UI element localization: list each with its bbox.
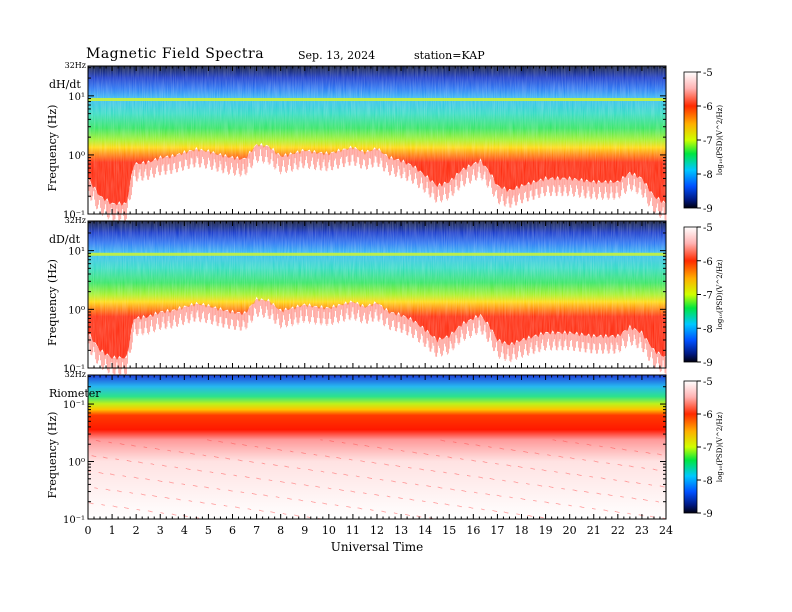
colorbar-label: log₁₀(PSD)(V^2/Hz) (716, 105, 724, 175)
colorbar-tick-label: -6 (703, 410, 713, 421)
x-tick-label: 11 (346, 524, 360, 537)
x-tick-label: 23 (635, 524, 649, 537)
station-label: station=KAP (414, 49, 485, 62)
x-tick-label: 13 (394, 524, 408, 537)
spectral-line (88, 98, 666, 102)
x-tick-label: 12 (370, 524, 384, 537)
chart-date: Sep. 13, 2024 (298, 49, 376, 62)
y-tick-label: 10⁻¹ (63, 515, 85, 526)
colorbar-tick-label: -5 (703, 223, 713, 234)
colorbar (683, 226, 698, 363)
y-tick-label: 10⁰ (68, 151, 85, 162)
spectral-line (88, 252, 666, 256)
y-tick-label: 10¹ (68, 92, 85, 103)
y-tick-label: 10⁻¹ (63, 400, 85, 411)
x-tick-label: 6 (229, 524, 236, 537)
colorbar-tick-label: -5 (703, 68, 713, 79)
x-tick-label: 1 (109, 524, 116, 537)
x-tick-label: 21 (587, 524, 601, 537)
colorbar-tick-label: -9 (703, 509, 713, 520)
colorbar-tick-label: -7 (703, 443, 713, 454)
y-axis-label: Frequency (Hz) (46, 105, 59, 192)
y-tick-label: 10⁻¹ (63, 364, 85, 375)
y-tick-label: 10⁰ (68, 458, 85, 469)
colorbar-label: log₁₀(PSD)(V^2/Hz) (716, 412, 724, 482)
x-tick-label: 22 (611, 524, 625, 537)
chart-title: Magnetic Field Spectra (86, 46, 265, 62)
colorbar-tick-label: -5 (703, 377, 713, 388)
x-tick-label: 16 (466, 524, 480, 537)
colorbar-tick-label: -7 (703, 136, 713, 147)
top-frequency-label: 32Hz (65, 370, 86, 379)
colorbar-tick-label: -9 (703, 358, 713, 369)
colorbar (683, 380, 698, 514)
x-tick-label: 9 (301, 524, 308, 537)
colorbar-tick-label: -6 (703, 102, 713, 113)
panel-label: Riometer (49, 387, 101, 400)
colorbar-tick-label: -8 (703, 476, 713, 487)
panel-label: dD/dt (49, 233, 81, 246)
x-tick-label: 8 (277, 524, 284, 537)
x-tick-label: 20 (563, 524, 577, 537)
colorbar-tick-label: -8 (703, 170, 713, 181)
spectrogram-power (88, 375, 666, 519)
x-tick-label: 5 (205, 524, 212, 537)
x-tick-label: 2 (133, 524, 140, 537)
y-axis-label: Frequency (Hz) (46, 259, 59, 346)
panel-label: dH/dt (49, 78, 81, 91)
colorbar (683, 71, 698, 209)
y-tick-label: 10¹ (68, 247, 85, 258)
x-tick-label: 3 (157, 524, 164, 537)
x-tick-label: 17 (490, 524, 504, 537)
y-tick-label: 10⁰ (68, 305, 85, 316)
colorbar-label: log₁₀(PSD)(V^2/Hz) (716, 259, 724, 329)
x-tick-label: 10 (322, 524, 336, 537)
x-axis-label: Universal Time (331, 540, 424, 554)
colorbar-tick-label: -6 (703, 257, 713, 268)
top-frequency-label: 32Hz (65, 61, 86, 70)
panel-riometer: 0 1 2 3 4 5 6 7 8 9 10 11 12 13 14 15 16 17 18 19 20 21 22 23 24… (46, 370, 724, 554)
x-tick-label: 0 (85, 524, 92, 537)
x-tick-label: 15 (442, 524, 456, 537)
colorbar-tick-label: -9 (703, 204, 713, 215)
x-tick-label: 18 (515, 524, 529, 537)
x-tick-label: 24 (659, 524, 673, 537)
x-tick-label: 19 (539, 524, 553, 537)
x-tick-label: 4 (181, 524, 188, 537)
colorbar-tick-label: -8 (703, 324, 713, 335)
y-axis-label: Frequency (Hz) (46, 412, 59, 499)
y-tick-label: 10⁻¹ (63, 210, 85, 221)
x-tick-label: 7 (253, 524, 260, 537)
top-frequency-label: 32Hz (65, 216, 86, 225)
colorbar-tick-label: -7 (703, 291, 713, 302)
x-tick-label: 14 (418, 524, 432, 537)
